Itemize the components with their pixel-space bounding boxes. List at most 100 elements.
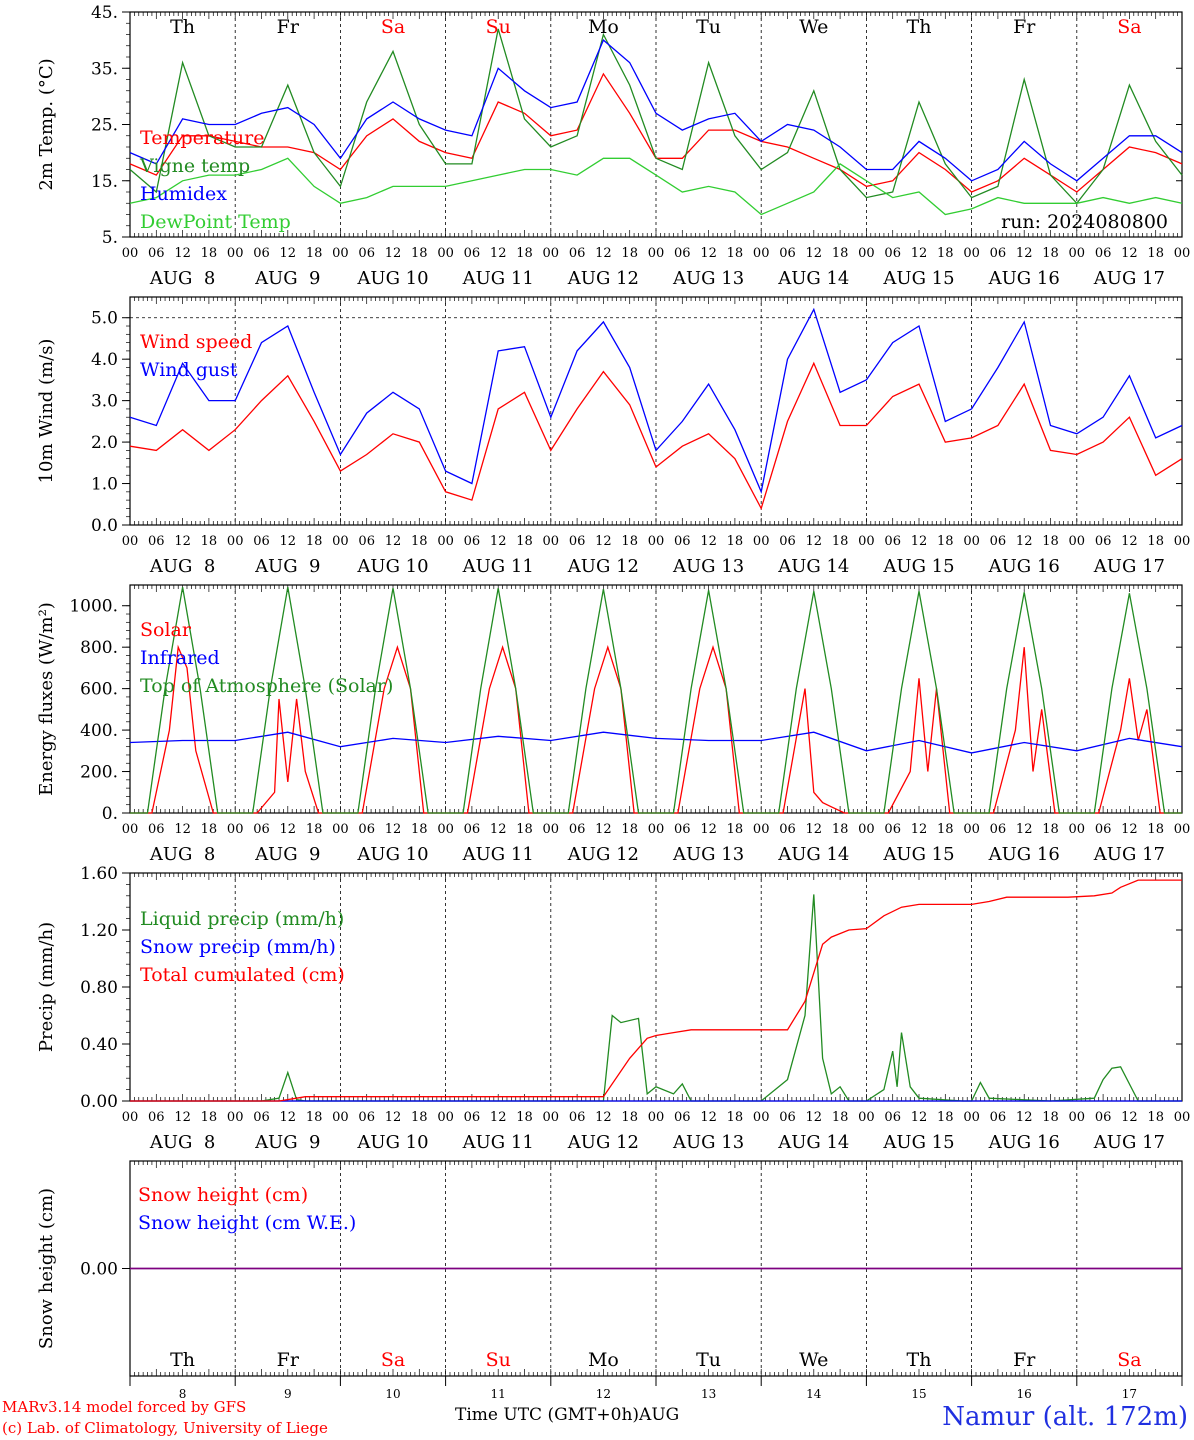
hour-tick-label: 06 [884,246,901,261]
date-label: AUG 13 [672,268,744,289]
hour-tick-label: 06 [674,1110,691,1125]
panel-4: 0.00 0.40 0.80 1.20 1.60 Precip (mm/h) Liquid … [36,864,1190,1153]
hour-tick-label: 00 [543,822,560,837]
hour-tick-label: 12 [280,1110,297,1125]
hour-tick-label: 18 [621,1110,638,1125]
hour-tick-label: 18 [832,246,849,261]
date-label: AUG 15 [882,556,954,577]
series-line-total-cumulated-cm- [130,879,1182,1102]
hour-tick-label: 06 [1095,1110,1112,1125]
hour-tick-label: 06 [1095,534,1112,549]
hour-tick-label: 12 [385,246,402,261]
hour-tick-label: 00 [227,822,244,837]
day-number-label: 9 [284,1387,292,1401]
day-number-label: 8 [179,1387,187,1401]
hour-tick-label: 00 [858,822,875,837]
legend-entry: Wind gust [140,359,238,381]
legend-entry: Temperature [140,127,264,149]
hour-tick-label: 06 [990,534,1007,549]
hour-tick-label: 00 [227,534,244,549]
hour-tick-label: 18 [411,822,428,837]
hour-tick-label: 18 [1147,534,1164,549]
hour-tick-label: 06 [779,822,796,837]
y-tick-label: 5.0 [91,309,118,329]
hour-tick-label: 06 [569,246,586,261]
hour-tick-label: 06 [358,822,375,837]
date-label: AUG 13 [672,844,744,865]
weekday-label: We [799,16,828,38]
date-label: AUG 17 [1093,556,1165,577]
date-label: AUG 17 [1093,844,1165,865]
hour-tick-label: 00 [648,1110,665,1125]
hour-tick-label: 06 [253,246,270,261]
y-tick-label: 45. [91,3,118,23]
hour-tick-label: 18 [937,822,954,837]
hour-tick-label: 00 [227,246,244,261]
hour-tick-label: 18 [832,822,849,837]
y-tick-label: 25. [91,116,118,136]
y-axis-label: Energy fluxes (W/m²) [36,602,57,796]
hour-tick-label: 12 [1121,1110,1138,1125]
weekday-label: Fr [277,16,300,38]
hour-tick-label: 12 [174,822,191,837]
hour-tick-label: 12 [700,246,717,261]
hour-tick-label: 18 [1147,1110,1164,1125]
date-label: AUG 10 [356,268,428,289]
hour-tick-label: 18 [306,246,323,261]
hour-tick-label: 12 [490,1110,507,1125]
series-line-infrared [129,731,1183,754]
hour-tick-label: 18 [727,534,744,549]
hour-tick-label: 00 [1174,246,1191,261]
hour-tick-label: 12 [595,822,612,837]
y-tick-label: 35. [91,59,118,79]
weekday-label: We [799,1349,828,1371]
hour-tick-label: 12 [911,1110,928,1125]
hour-tick-label: 18 [516,822,533,837]
hour-tick-label: 18 [411,534,428,549]
hour-tick-label: 18 [727,1110,744,1125]
hour-tick-label: 00 [1069,246,1086,261]
panel-5: 0.00 Snow height (cm) Snow height (cm) Snow… [36,1160,1183,1401]
hour-tick-label: 18 [411,1110,428,1125]
hour-tick-label: 18 [832,534,849,549]
hour-tick-label: 06 [569,1110,586,1125]
hour-tick-label: 06 [779,534,796,549]
hour-tick-label: 12 [174,534,191,549]
hour-tick-label: 18 [621,246,638,261]
hour-tick-label: 12 [1121,822,1138,837]
hour-tick-label: 00 [437,534,454,549]
hour-tick-label: 00 [858,534,875,549]
hour-tick-label: 00 [1174,822,1191,837]
hour-tick-label: 06 [1095,822,1112,837]
y-tick-label: 1.20 [80,921,118,941]
hour-tick-label: 00 [963,822,980,837]
date-label: AUG 15 [882,1132,954,1153]
y-tick-label: 0.0 [91,516,118,536]
y-tick-label: 1.0 [91,475,118,495]
hour-tick-label: 12 [911,246,928,261]
series-line-humidex [129,39,1183,182]
legend-entry: Liquid precip (mm/h) [140,908,344,930]
legend-entry: Wind speed [140,331,252,353]
date-label: AUG 12 [567,556,639,577]
y-axis-label: Precip (mm/h) [36,922,57,1052]
panel-1: 5. 15. 25. 35. 45. 2m Temp. (°C) Temperature Vi… [36,3,1190,289]
legend-entry: Snow precip (mm/h) [140,936,336,958]
date-label: AUG 14 [777,1132,849,1153]
hour-tick-label: 00 [543,1110,560,1125]
panel-3: 0. 200. 400. 600. 800. 1000. Energy fluxes (W/… [36,584,1191,865]
hour-tick-label: 00 [122,246,139,261]
hour-tick-label: 12 [595,246,612,261]
date-label: AUG 14 [777,268,849,289]
legend-entry: Top of Atmosphere (Solar) [140,675,393,697]
hour-tick-label: 18 [306,534,323,549]
series-line-wind-speed [129,361,1183,511]
hour-tick-label: 12 [700,1110,717,1125]
x-axis-title: Time UTC (GMT+0h)AUG [455,1405,680,1425]
y-axis-label: Snow height (cm) [36,1188,57,1349]
hour-tick-label: 12 [174,246,191,261]
day-number-label: 17 [1122,1387,1137,1401]
hour-tick-label: 00 [543,534,560,549]
hour-tick-label: 12 [280,534,297,549]
